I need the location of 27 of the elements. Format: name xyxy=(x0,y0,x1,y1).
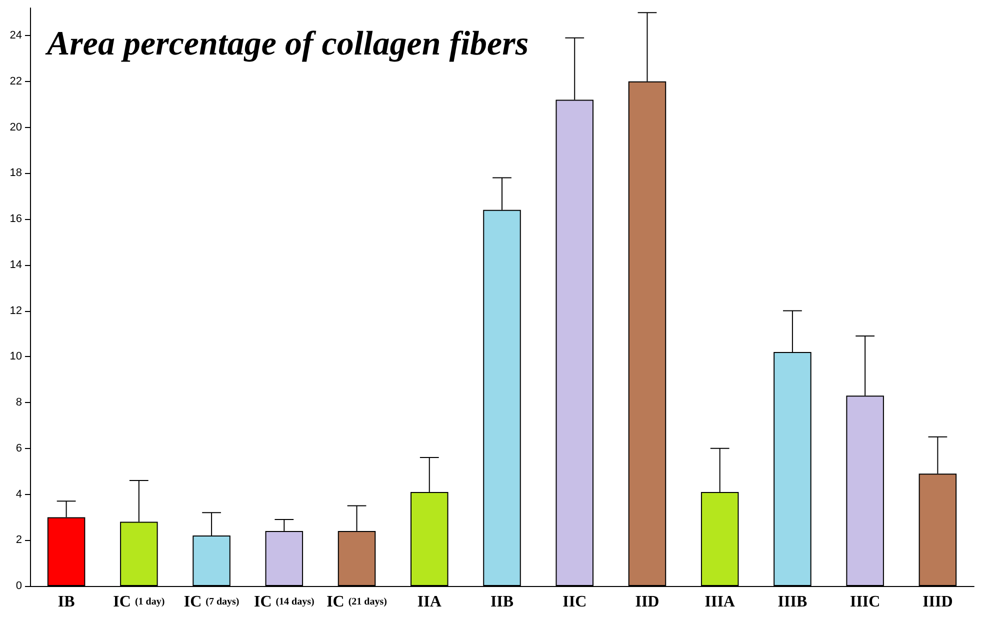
y-tick-label: 16 xyxy=(10,213,22,226)
y-tick-label: 14 xyxy=(10,258,22,271)
y-tick-label: 4 xyxy=(16,488,22,500)
x-tick-label: IIIA xyxy=(704,594,736,610)
text: Area percentage of collagen fibers xyxy=(45,26,529,62)
x-tick-label: IIA xyxy=(417,594,442,610)
x-tick-label: IB xyxy=(58,594,76,610)
x-tick-label: IC (14 days) xyxy=(254,594,314,610)
x-tick-label: IIIB xyxy=(778,594,808,610)
x-tick-label: IIC xyxy=(562,594,587,610)
x-tick-label: IID xyxy=(635,594,660,610)
y-tick-label: 6 xyxy=(16,442,22,454)
x-tick-label: IIID xyxy=(922,594,953,610)
y-tick-label: 2 xyxy=(16,534,22,546)
y-tick-label: 8 xyxy=(16,396,22,409)
y-tick-label: 18 xyxy=(10,167,22,180)
y-tick-label: 24 xyxy=(10,30,22,42)
y-tick-label: 12 xyxy=(10,304,22,317)
x-tick-label: IC (21 days) xyxy=(326,594,387,610)
x-tick-label: IC (7 days) xyxy=(184,594,240,610)
y-tick-label: 0 xyxy=(16,580,22,592)
x-tick-label: IIB xyxy=(490,594,514,610)
y-tick-label: 22 xyxy=(10,75,22,88)
y-tick-label: 20 xyxy=(10,121,22,134)
x-tick-label: IC (1 day) xyxy=(113,594,165,610)
x-tick-label: IIIC xyxy=(850,594,880,610)
y-tick-label: 10 xyxy=(10,350,22,363)
